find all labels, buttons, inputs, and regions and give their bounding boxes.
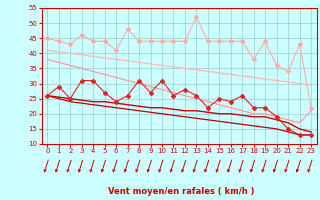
Text: Vent moyen/en rafales ( km/h ): Vent moyen/en rafales ( km/h ) — [108, 187, 254, 196]
